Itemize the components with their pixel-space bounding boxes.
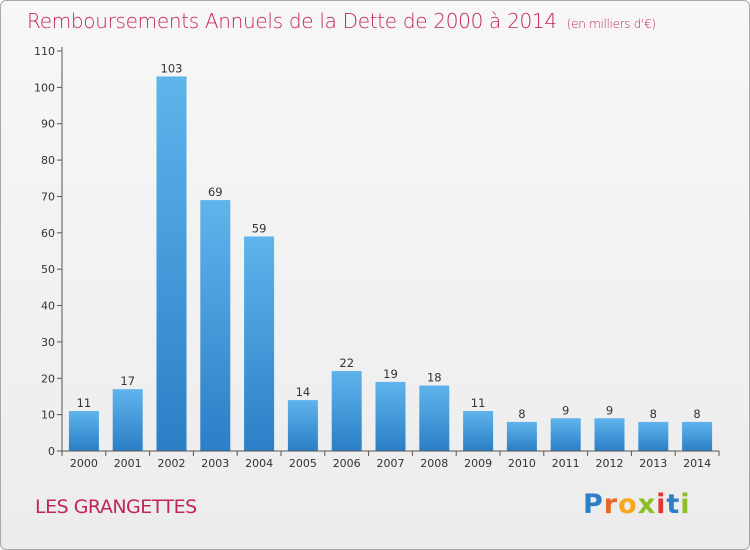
x-tick-label: 2014 xyxy=(683,457,711,470)
bar xyxy=(200,200,231,451)
bar xyxy=(638,421,669,451)
x-tick-label: 2003 xyxy=(201,457,229,470)
logo-letter: P xyxy=(583,489,604,520)
y-tick-label: 50 xyxy=(41,263,55,276)
bar xyxy=(550,418,581,451)
bar xyxy=(331,371,362,451)
bar-value-label: 69 xyxy=(208,185,223,199)
y-tick-label: 90 xyxy=(41,118,55,131)
bar xyxy=(506,421,537,451)
x-tick-label: 2010 xyxy=(508,457,536,470)
chart-subtitle: (en milliers d'€) xyxy=(566,17,656,31)
x-tick-label: 2001 xyxy=(114,457,142,470)
x-tick-label: 2006 xyxy=(333,457,361,470)
bar-value-label: 103 xyxy=(161,61,183,75)
y-tick-label: 0 xyxy=(48,445,55,458)
logo-letter: t xyxy=(666,489,681,520)
y-tick-label: 40 xyxy=(41,300,55,313)
y-tick-label: 30 xyxy=(41,336,55,349)
y-tick-label: 70 xyxy=(41,190,55,203)
proxiti-logo: Proxiti xyxy=(583,489,691,520)
x-tick-label: 2002 xyxy=(158,457,186,470)
logo-letter: x xyxy=(637,489,657,520)
bar xyxy=(375,381,406,451)
x-tick-label: 2005 xyxy=(289,457,317,470)
logo-letter: o xyxy=(618,489,638,520)
bar-value-label: 22 xyxy=(339,356,354,370)
bar-value-label: 11 xyxy=(471,396,486,410)
chart-title-line: Remboursements Annuels de la Dette de 20… xyxy=(27,9,656,33)
bar xyxy=(112,389,143,451)
y-axis: 0 10 20 30 40 50 60 70 80 90 100 110 xyxy=(34,45,63,458)
logo-letter: i xyxy=(680,489,691,520)
x-tick-label: 2012 xyxy=(596,457,624,470)
bar-value-label: 19 xyxy=(383,367,398,381)
bar xyxy=(419,385,450,451)
y-tick-label: 80 xyxy=(41,154,55,167)
y-tick-label: 110 xyxy=(34,45,55,58)
bar-value-label: 11 xyxy=(77,396,92,410)
bar xyxy=(287,400,318,451)
x-axis: 2000 2001 2002 2003 2004 2005 2006 2007 2008 2009… xyxy=(61,450,720,470)
bar-value-label: 8 xyxy=(650,407,657,421)
bar-value-label: 8 xyxy=(518,407,525,421)
bar-value-label: 14 xyxy=(296,385,311,399)
bar-value-label: 9 xyxy=(562,403,569,417)
bar xyxy=(682,421,713,451)
bar-value-label: 17 xyxy=(120,374,135,388)
bars-group: 11 17 103 69 59 14 22 19 18 11 8 9 9 8 8 xyxy=(68,61,713,452)
bar-value-label: 18 xyxy=(427,371,442,385)
y-tick-label: 20 xyxy=(41,372,55,385)
x-tick-label: 2000 xyxy=(70,457,98,470)
y-tick-label: 60 xyxy=(41,227,55,240)
bar xyxy=(156,76,187,452)
x-tick-label: 2009 xyxy=(464,457,492,470)
chart-title: Remboursements Annuels de la Dette de 20… xyxy=(27,9,557,33)
commune-name: LES GRANGETTES xyxy=(35,496,197,518)
bar-value-label: 9 xyxy=(606,403,613,417)
x-tick-label: 2007 xyxy=(377,457,405,470)
y-tick-label: 10 xyxy=(41,409,55,422)
bar xyxy=(463,411,494,451)
x-tick-label: 2008 xyxy=(420,457,448,470)
bar-value-label: 59 xyxy=(252,221,267,235)
logo-letter: i xyxy=(656,489,667,520)
x-tick-label: 2011 xyxy=(552,457,580,470)
bar xyxy=(68,411,99,451)
y-tick-label: 100 xyxy=(34,81,55,94)
x-tick-label: 2013 xyxy=(639,457,667,470)
bar-value-label: 8 xyxy=(693,407,700,421)
logo-letter: r xyxy=(603,489,619,520)
bar xyxy=(244,236,275,451)
x-tick-label: 2004 xyxy=(245,457,273,470)
bar xyxy=(594,418,625,451)
